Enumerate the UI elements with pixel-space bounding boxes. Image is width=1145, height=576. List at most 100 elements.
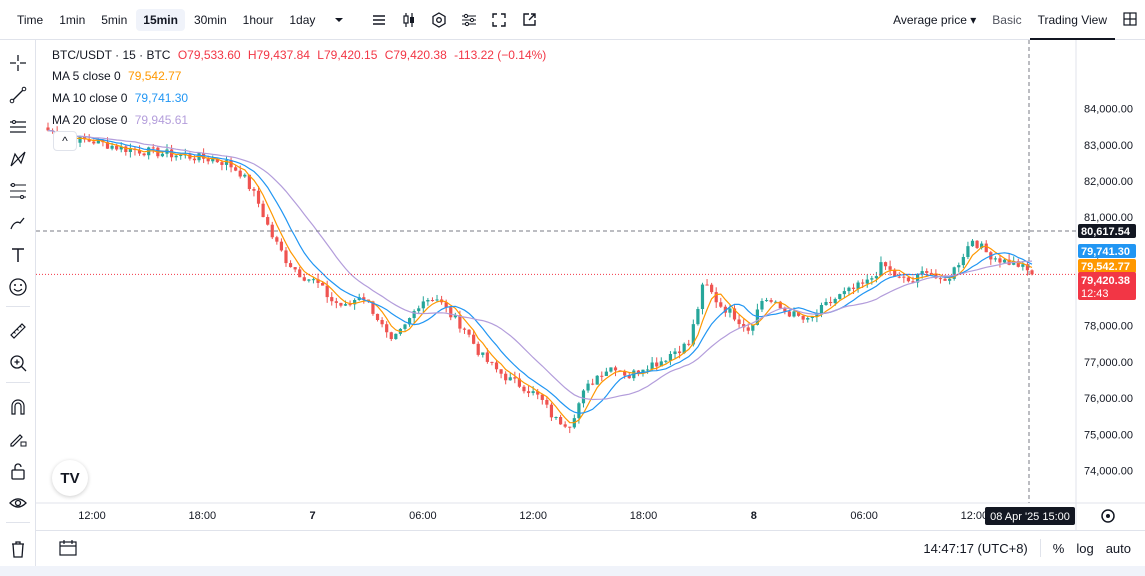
auto-toggle[interactable]: auto: [1105, 540, 1131, 556]
timeframe-1hour[interactable]: 1hour: [242, 12, 274, 27]
candle-body: [449, 307, 453, 318]
crosshair-price-tag: 80,617.54: [1078, 224, 1136, 239]
clock-display[interactable]: 14:47:17 (UTC+8): [923, 540, 1028, 556]
fullscreen-icon[interactable]: [486, 7, 512, 33]
view-trading-tab[interactable]: Trading View: [1029, 0, 1115, 40]
candle: [179, 154, 183, 160]
candle-body: [897, 276, 901, 278]
text-icon[interactable]: [5, 242, 31, 268]
trend-line-icon[interactable]: [5, 82, 31, 108]
brush-icon[interactable]: [5, 210, 31, 236]
timeframe-30min[interactable]: 30min: [193, 12, 227, 27]
moving-average-lines: [47, 129, 1033, 424]
tradingview-logo[interactable]: TV: [52, 460, 88, 496]
candle: [696, 306, 700, 326]
unlock-icon[interactable]: [5, 458, 31, 484]
candle-body: [948, 278, 952, 281]
timeframe-5min[interactable]: 5min: [101, 12, 128, 27]
candle: [197, 152, 201, 163]
candle: [673, 348, 677, 359]
view-basic-tab[interactable]: Basic: [992, 13, 1022, 27]
emoji-icon[interactable]: [5, 274, 31, 300]
fib-icon[interactable]: [5, 178, 31, 204]
log-toggle[interactable]: log: [1076, 540, 1094, 556]
candle-body: [558, 417, 563, 425]
pencil-lock-icon[interactable]: [5, 426, 31, 452]
price-tick-label: 78,000.00: [1084, 321, 1133, 333]
legend-collapse-button[interactable]: ^: [53, 131, 77, 151]
candle-body: [764, 300, 769, 302]
magnet-icon[interactable]: [5, 394, 31, 420]
timeframe-1min[interactable]: 1min: [59, 12, 86, 27]
candle-body: [824, 301, 828, 306]
timeframe-time[interactable]: Time: [17, 12, 44, 27]
candle-body: [796, 311, 801, 316]
ma20-legend[interactable]: MA 20 close 0 79,945.61: [52, 113, 188, 127]
candle: [856, 280, 860, 293]
candle-body: [531, 391, 535, 394]
last-price-tag-bg: [1078, 272, 1136, 301]
menu-icon[interactable]: [366, 7, 392, 33]
candle-body: [247, 174, 251, 190]
sliders-icon[interactable]: [456, 7, 482, 33]
time-tick-label: 12:00: [519, 510, 547, 522]
candle: [879, 256, 883, 277]
time-axis[interactable]: 12:00 18:00 7 06:00 12:00 18:00 8 06:00 12:00 08 …: [78, 507, 1115, 525]
candle: [993, 256, 997, 262]
candle-body: [865, 279, 869, 284]
crosshair-time-text: 08 Apr '25 15:00: [990, 511, 1070, 523]
share-icon[interactable]: [516, 7, 542, 33]
candle-body: [92, 141, 96, 144]
candle: [664, 360, 668, 364]
time-tick-label: 18:00: [630, 510, 658, 522]
timeframe-1day[interactable]: 1day: [289, 12, 316, 27]
price-chart[interactable]: 84,000.0083,000.0082,000.0081,000.0080,0…: [36, 40, 1145, 530]
candle-body: [778, 301, 782, 309]
candle: [989, 250, 993, 265]
percent-toggle[interactable]: %: [1052, 540, 1065, 556]
pattern-icon[interactable]: [5, 146, 31, 172]
candle-body: [421, 301, 425, 309]
candle: [975, 240, 979, 249]
trash-icon[interactable]: [5, 536, 31, 562]
price-type-dropdown[interactable]: Average price ▾: [885, 13, 984, 27]
calendar-range-icon[interactable]: [58, 539, 78, 557]
low-value: 79,420.15: [323, 48, 378, 62]
price-tick-label: 74,000.00: [1084, 466, 1133, 478]
price-tick-label: 77,000.00: [1084, 357, 1133, 369]
candle-body: [719, 302, 723, 307]
crosshair-icon[interactable]: [5, 50, 31, 76]
candle-body: [224, 160, 229, 165]
price-axis[interactable]: 84,000.0083,000.0082,000.0081,000.0080,0…: [1078, 104, 1136, 478]
candle: [865, 274, 869, 288]
horizontal-lines-icon[interactable]: [5, 114, 31, 140]
candle: [915, 273, 920, 288]
candle-body: [261, 203, 265, 218]
chevron-down-icon[interactable]: [326, 7, 352, 33]
candle-body: [211, 158, 215, 162]
gear-icon[interactable]: [426, 7, 452, 33]
candle: [490, 361, 494, 366]
zoom-in-icon[interactable]: [5, 350, 31, 376]
timeframe-15min[interactable]: 15min: [136, 8, 185, 31]
candle: [407, 317, 412, 327]
eye-icon[interactable]: [5, 490, 31, 516]
ma10-legend[interactable]: MA 10 close 0 79,741.30: [52, 91, 188, 105]
ma5-legend[interactable]: MA 5 close 0 79,542.77: [52, 69, 181, 83]
ruler-icon[interactable]: [5, 318, 31, 344]
candle-body: [655, 362, 659, 367]
candle-body: [673, 351, 677, 355]
candle-body: [540, 394, 544, 400]
candle-body: [407, 318, 412, 325]
candle-body: [938, 278, 943, 280]
candle-body: [215, 158, 219, 163]
candle-body: [925, 271, 929, 273]
ma20-value: 79,945.61: [134, 113, 189, 127]
candle-body: [87, 139, 91, 142]
candle-body: [124, 146, 128, 153]
top-toolbar: Time 1min 5min 15min 30min 1hour 1day Av…: [0, 0, 1145, 40]
candle: [256, 186, 261, 208]
candle-body: [174, 155, 178, 158]
candlestick-icon[interactable]: [396, 7, 422, 33]
layout-grid-icon[interactable]: [1115, 11, 1145, 29]
